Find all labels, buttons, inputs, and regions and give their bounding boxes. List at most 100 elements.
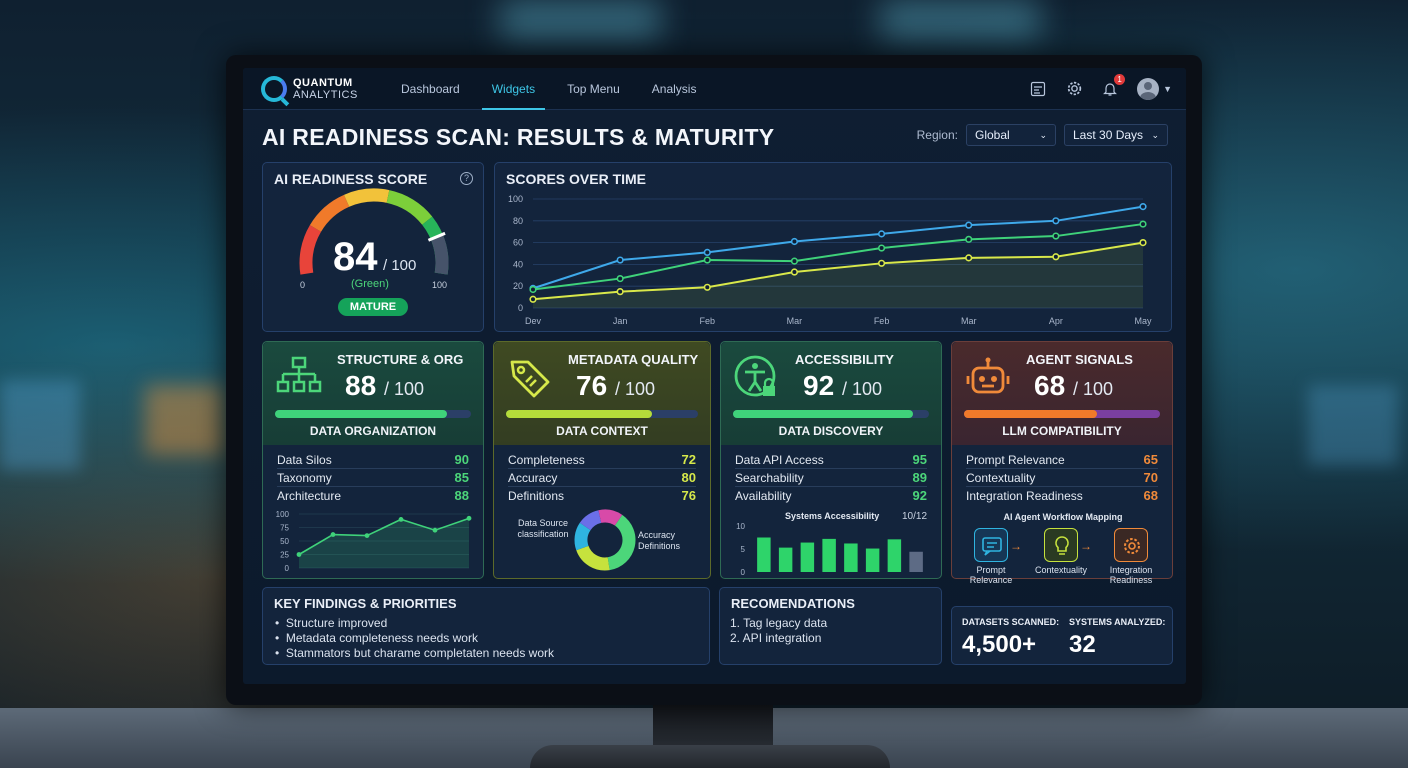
y-tick-label: 40	[513, 259, 523, 269]
y-tick-label: 75	[280, 524, 289, 533]
ceiling-light	[500, 0, 660, 40]
region-select[interactable]: Global ⌄	[966, 124, 1056, 146]
region-label: Region:	[916, 128, 958, 142]
filters: Region: Global ⌄ Last 30 Days ⌄	[917, 124, 1168, 146]
data-point	[790, 268, 799, 276]
data-point	[1052, 232, 1060, 240]
readiness-status: (Green)	[351, 278, 389, 290]
metadata-score: 76 / 100	[576, 370, 655, 401]
mini-point	[364, 533, 370, 538]
mini-area	[299, 518, 469, 568]
y-tick-label: 80	[513, 216, 523, 226]
x-tick-label: Dev	[525, 316, 542, 326]
mini-point	[432, 527, 438, 533]
help-icon[interactable]: ?	[460, 172, 473, 185]
scores-line-chart: 0 20 40 60 80 100 Dev Jan Feb Mar Feb Mar Apr May	[508, 194, 1152, 326]
structure-card: STRUCTURE & ORG 88 / 100 DATA ORGANIZATI…	[262, 341, 484, 579]
avatar[interactable]	[1137, 77, 1160, 100]
bar-chart-title: Systems Accessibility	[785, 511, 880, 521]
donut-slice	[576, 545, 610, 571]
data-point	[703, 283, 711, 291]
agent-row: Contextuality 70	[966, 470, 1158, 487]
accessibility-card: ACCESSIBILITY 92 / 100 DATA DISCOVERY Da…	[720, 341, 942, 579]
mini-point	[330, 532, 336, 537]
brand-line1: QUANTUM	[293, 76, 353, 89]
gauge-remaining	[430, 234, 449, 275]
readiness-score-card: AI READINESS SCORE ? 84 / 100 (Green) 0 …	[262, 162, 484, 332]
y-tick-label: 0	[741, 568, 746, 577]
systems-bar-chart: 10 5 0	[736, 522, 923, 577]
finding-item: • Structure improved	[275, 616, 388, 630]
metadata-progress-fill	[506, 410, 652, 418]
y-tick-label: 100	[508, 194, 523, 204]
data-point	[616, 256, 624, 264]
chevron-down-icon[interactable]: ▼	[1163, 83, 1172, 94]
mini-point	[398, 517, 404, 522]
gear-icon[interactable]	[1065, 80, 1083, 98]
nav-top-menu[interactable]: Top Menu	[567, 81, 620, 96]
donut-left-label: Data Source classification	[517, 518, 569, 539]
agent-progress-fill	[964, 410, 1098, 418]
data-point	[529, 285, 537, 294]
data-point	[703, 248, 711, 257]
data-point	[790, 257, 799, 265]
series-area	[533, 242, 1143, 308]
robot-icon	[966, 357, 1010, 394]
gauge-min-label: 0	[300, 280, 306, 290]
ceiling-light	[880, 0, 1040, 40]
data-point	[877, 230, 886, 238]
x-tick-label: Mar	[787, 316, 803, 326]
y-tick-label: 0	[518, 303, 523, 313]
org-chart-icon	[276, 356, 322, 393]
accessibility-row: Data API Access 95	[735, 452, 927, 469]
scores-over-time-card: SCORES OVER TIME 0 20 40 60 80 100 Dev Jan Feb Ma…	[494, 162, 1172, 332]
date-range-select[interactable]: Last 30 Days ⌄	[1064, 124, 1168, 146]
report-icon[interactable]	[1029, 80, 1047, 98]
structure-mini-chart: 100 75 50 25 0	[276, 510, 472, 573]
chevron-down-icon: ⌄	[1039, 129, 1047, 140]
arrow-right-icon: →	[1010, 539, 1022, 553]
metadata-row: Definitions 76	[508, 488, 696, 503]
agent-row: Prompt Relevance 65	[966, 452, 1158, 469]
nav-analysis[interactable]: Analysis	[651, 81, 697, 96]
y-tick-label: 5	[741, 545, 746, 554]
data-point	[529, 295, 537, 303]
bar	[865, 548, 880, 572]
y-tick-label: 60	[513, 238, 523, 248]
systems-value: 32	[1069, 631, 1096, 658]
nav-dashboard[interactable]: Dashboard	[401, 81, 460, 96]
monitor: QUANTUM ANALYTICS Dashboard Widgets Top …	[226, 55, 1202, 705]
gauge-needle	[427, 231, 446, 242]
accessibility-row: Searchability 89	[735, 470, 927, 487]
page-title: AI READINESS SCAN: RESULTS & MATURITY	[262, 124, 775, 150]
bar	[757, 537, 771, 572]
gauge-segment	[309, 194, 350, 232]
flow-step-label: Prompt Relevance	[969, 565, 1013, 585]
donut-slice	[598, 509, 623, 526]
x-tick-label: Feb	[700, 316, 716, 326]
brand-line2: ANALYTICS	[293, 88, 358, 101]
datasets-label: DATASETS SCANNED:	[962, 617, 1060, 627]
y-tick-label: 20	[513, 281, 523, 291]
accessibility-row: Availability 92	[735, 488, 927, 503]
x-tick-label: Apr	[1049, 316, 1063, 326]
data-point	[877, 259, 886, 267]
gauge-max-label: 100	[432, 280, 448, 290]
data-point	[1052, 253, 1060, 261]
background-monitor	[1308, 385, 1398, 465]
lightbulb-icon	[1044, 528, 1078, 562]
data-point	[965, 254, 973, 262]
y-tick-label: 100	[276, 510, 290, 519]
bell-icon[interactable]: 1	[1101, 73, 1126, 98]
mini-point	[466, 515, 472, 521]
data-point	[1139, 238, 1147, 247]
data-point	[616, 274, 624, 283]
series-line	[532, 241, 1144, 301]
brand-logo[interactable]: QUANTUM ANALYTICS	[261, 75, 379, 102]
data-point	[1139, 203, 1147, 211]
datasets-value: 4,500+	[962, 631, 1037, 658]
recommendations-title: RECOMENDATIONS	[731, 596, 855, 611]
chart-title: SCORES OVER TIME	[506, 171, 647, 187]
nav-widgets[interactable]: Widgets	[481, 68, 546, 110]
y-tick-label: 25	[280, 551, 289, 560]
